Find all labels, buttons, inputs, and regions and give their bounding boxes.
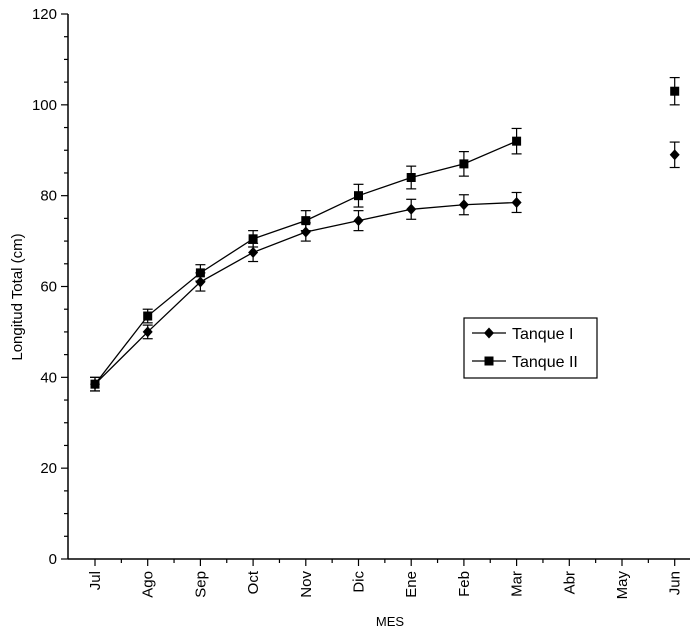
data-point-diamond <box>195 276 206 288</box>
x-tick-label: Dic <box>351 571 368 593</box>
axes <box>67 14 690 560</box>
legend-marker-diamond <box>484 327 494 339</box>
x-tick-label: May <box>614 571 631 600</box>
series-2 <box>90 76 680 392</box>
data-point-diamond <box>406 203 417 215</box>
data-point-diamond <box>142 326 153 338</box>
x-tick-label: Nov <box>298 571 315 598</box>
y-tick-label: 0 <box>49 551 57 568</box>
y-axis-title: Longitud Total (cm) <box>9 233 26 360</box>
x-tick-label: Jul <box>87 571 104 590</box>
legend-label: Tanque I <box>512 326 573 343</box>
data-point-square <box>143 311 153 321</box>
data-point-square <box>670 86 680 96</box>
x-tick-label: Sep <box>192 571 209 598</box>
y-tick-label: 60 <box>40 279 57 296</box>
x-tick-label: Jun <box>667 571 684 595</box>
x-axis-title: MES <box>376 614 405 629</box>
legend-label: Tanque II <box>512 354 578 371</box>
data-point-square <box>195 268 205 278</box>
legend-item-1: Tanque I <box>472 326 573 343</box>
data-point-diamond <box>669 149 680 161</box>
series-line <box>94 140 517 385</box>
data-point-square <box>459 159 469 169</box>
data-point-square <box>406 173 416 182</box>
y-axis-ticks: 0 20 40 60 80 100 120 <box>32 6 68 568</box>
data-point-square <box>512 136 522 146</box>
data-point-square <box>354 191 363 201</box>
x-tick-label: Ago <box>140 571 157 598</box>
x-tick-label: Abr <box>561 571 578 594</box>
legend: Tanque I Tanque II <box>463 317 598 379</box>
series-layer <box>90 76 680 392</box>
y-tick-label: 40 <box>40 369 57 386</box>
data-point-diamond <box>511 196 522 208</box>
x-tick-label: Feb <box>456 571 473 597</box>
y-tick-label: 120 <box>32 6 57 23</box>
x-tick-label: Ene <box>403 571 420 598</box>
x-tick-label: Oct <box>245 570 262 594</box>
data-point-square <box>90 379 100 389</box>
y-tick-label: 80 <box>40 188 57 205</box>
y-tick-label: 20 <box>40 460 57 477</box>
data-point-diamond <box>458 199 469 211</box>
legend-marker-square <box>484 356 494 366</box>
x-axis-ticks: Jul Ago Sep Oct Nov Dic Ene Feb Mar Abr May Jun <box>87 559 684 599</box>
data-point-diamond <box>248 246 259 258</box>
x-tick-label: Mar <box>509 571 526 597</box>
legend-item-2: Tanque II <box>472 354 578 371</box>
y-tick-label: 100 <box>32 97 57 114</box>
legend-box <box>463 317 598 379</box>
data-point-diamond <box>353 215 364 227</box>
data-point-diamond <box>300 226 311 238</box>
data-point-square <box>248 234 258 244</box>
data-point-square <box>301 216 311 226</box>
series-1 <box>90 141 680 392</box>
